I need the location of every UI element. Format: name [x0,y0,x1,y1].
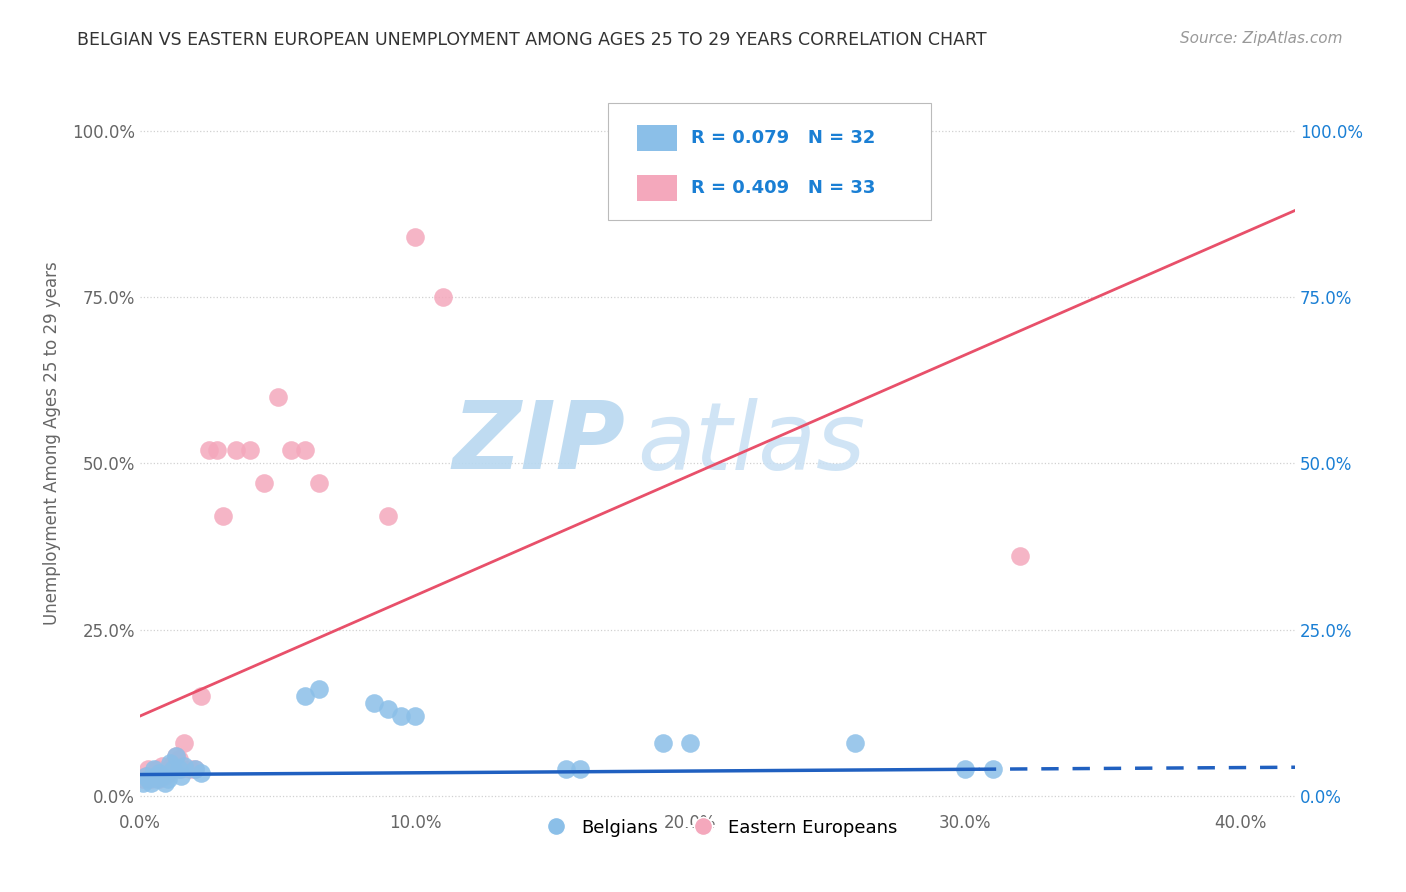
Legend: Belgians, Eastern Europeans: Belgians, Eastern Europeans [530,812,905,844]
Point [170,769,193,783]
Point [138,762,160,776]
Point [148,772,170,787]
Point [184,762,207,776]
Point [142,769,165,783]
Point [404,709,426,723]
FancyBboxPatch shape [637,126,678,151]
Point [679,736,702,750]
FancyBboxPatch shape [607,103,931,220]
Point [253,476,276,491]
Point [211,509,233,524]
Text: R = 0.409   N = 33: R = 0.409 N = 33 [690,179,876,197]
Point [179,762,201,776]
Point [159,756,181,770]
Y-axis label: Unemployment Among Ages 25 to 29 years: Unemployment Among Ages 25 to 29 years [44,261,60,625]
Point [156,765,179,780]
Point [173,736,195,750]
Point [165,748,187,763]
Point [308,476,330,491]
Point [981,762,1004,776]
Point [1008,549,1031,564]
Point [844,736,866,750]
Point [190,689,212,703]
Point [132,775,155,789]
Point [294,442,316,457]
Point [156,772,179,787]
Point [198,442,221,457]
Point [145,762,167,776]
Point [162,756,184,770]
Point [165,748,187,763]
Point [205,442,228,457]
Text: BELGIAN VS EASTERN EUROPEAN UNEMPLOYMENT AMONG AGES 25 TO 29 YEARS CORRELATION C: BELGIAN VS EASTERN EUROPEAN UNEMPLOYMENT… [77,31,987,49]
Point [145,769,167,783]
Point [294,689,316,703]
Point [432,290,454,304]
Point [190,765,212,780]
Point [555,762,578,776]
Point [308,682,330,697]
Point [159,762,181,776]
Point [173,759,195,773]
Point [139,775,162,789]
Point [239,442,262,457]
Point [569,762,592,776]
Point [148,765,170,780]
Point [953,762,976,776]
Point [150,769,173,783]
Point [135,769,157,783]
Point [377,509,399,524]
Point [280,442,302,457]
Text: atlas: atlas [637,398,865,489]
Point [135,769,157,783]
Point [139,772,162,787]
Point [404,230,426,244]
Point [377,702,399,716]
Point [142,762,165,776]
Point [184,762,207,776]
FancyBboxPatch shape [637,175,678,201]
Point [225,442,247,457]
Point [363,696,385,710]
Point [167,762,190,776]
Point [153,775,176,789]
Text: Source: ZipAtlas.com: Source: ZipAtlas.com [1180,31,1343,46]
Point [167,752,190,766]
Point [138,772,160,787]
Point [266,390,288,404]
Point [132,772,155,787]
Text: ZIP: ZIP [453,397,626,490]
Point [153,769,176,783]
Point [170,762,193,776]
Text: R = 0.079   N = 32: R = 0.079 N = 32 [690,129,876,147]
Point [150,759,173,773]
Point [651,736,673,750]
Point [162,762,184,776]
Point [145,772,167,787]
Point [389,709,412,723]
